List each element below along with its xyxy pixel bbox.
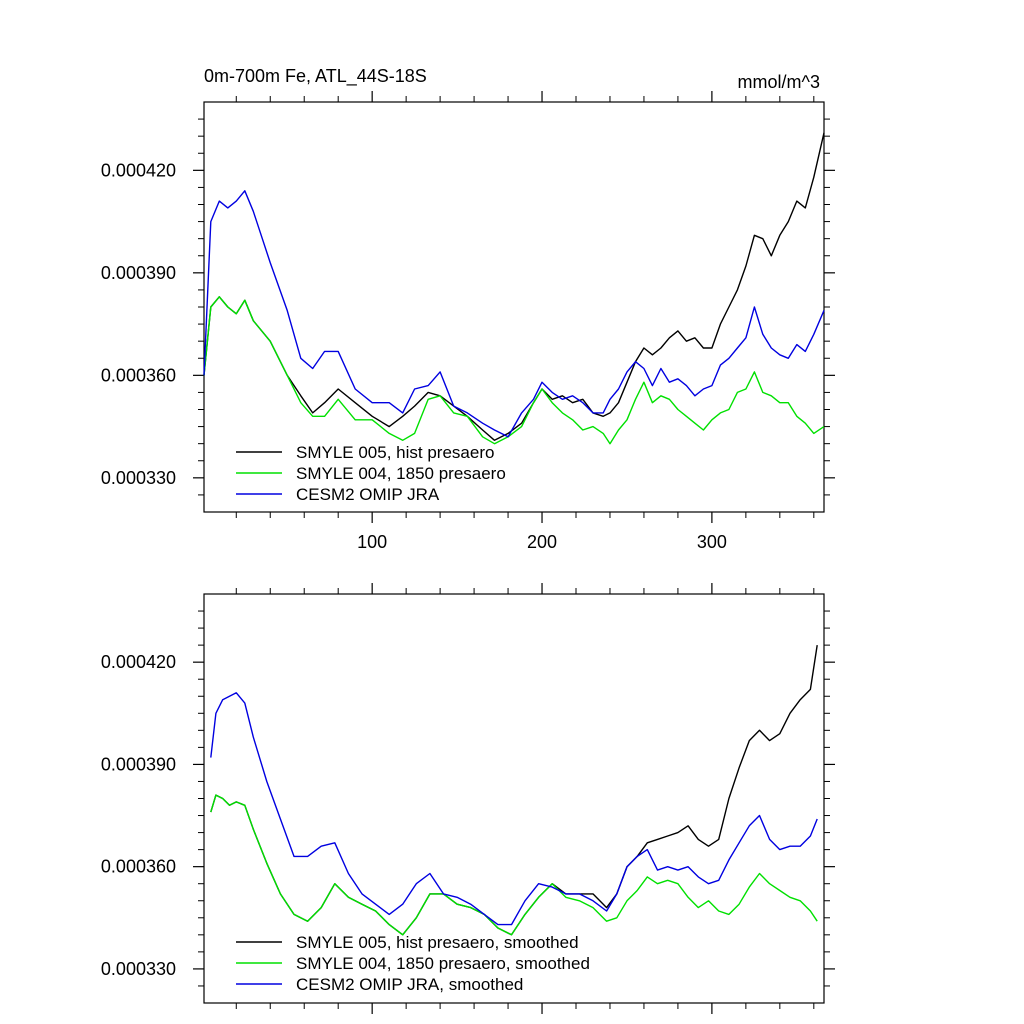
top-x-tick-label: 200 <box>527 532 557 552</box>
top-x-tick-label: 300 <box>697 532 727 552</box>
top-x-tick-label: 100 <box>357 532 387 552</box>
top-series-line-3 <box>203 190 825 438</box>
bottom-panel: 0.000330 0.000360 0.000390 0.000420 SMYLE 00… <box>101 583 835 1014</box>
top-legend-label-1: SMYLE 005, hist presaero <box>296 443 494 462</box>
bottom-y-tick-label: 0.000330 <box>101 959 176 979</box>
bottom-legend-label-2: SMYLE 004, 1850 presaero, smoothed <box>296 954 590 973</box>
top-y-tick-label: 0.000420 <box>101 160 176 180</box>
chart-title: 0m-700m Fe, ATL_44S-18S <box>204 66 427 87</box>
bottom-series-line-2 <box>210 794 818 936</box>
top-series-line-1 <box>203 132 825 441</box>
bottom-y-tick-label: 0.000360 <box>101 857 176 877</box>
bottom-legend-label-1: SMYLE 005, hist presaero, smoothed <box>296 933 579 952</box>
units-label: mmol/m^3 <box>738 72 820 92</box>
top-legend-label-2: SMYLE 004, 1850 presaero <box>296 464 506 483</box>
bottom-legend-label-3: CESM2 OMIP JRA, smoothed <box>296 975 523 994</box>
top-legend-label-3: CESM2 OMIP JRA <box>296 485 440 504</box>
top-panel: 100 200 300 0.000330 0.000360 0.000390 0.00042… <box>101 91 835 552</box>
bottom-y-tick-label: 0.000390 <box>101 754 176 774</box>
top-series-line-2 <box>203 296 825 445</box>
bottom-y-tick-label: 0.000420 <box>101 652 176 672</box>
bottom-series-line-3 <box>210 692 818 926</box>
top-y-tick-label: 0.000330 <box>101 468 176 488</box>
bottom-series-line-1 <box>210 644 818 936</box>
top-y-tick-label: 0.000390 <box>101 263 176 283</box>
top-y-tick-label: 0.000360 <box>101 365 176 385</box>
